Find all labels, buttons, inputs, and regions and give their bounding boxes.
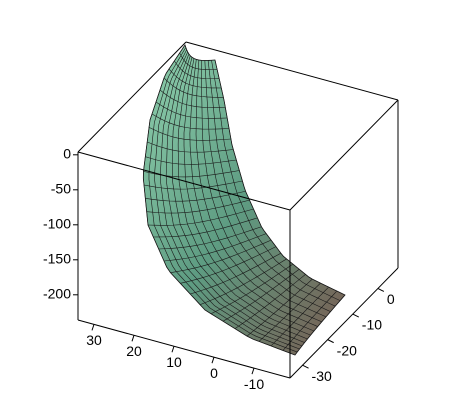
z-tick-label: -200	[43, 286, 71, 302]
mesh-line	[158, 226, 262, 250]
mesh-line	[184, 44, 216, 61]
mesh-line	[163, 233, 267, 262]
x-tick	[91, 324, 95, 331]
mesh-line	[147, 208, 254, 226]
box-edge	[289, 99, 399, 211]
x-tick	[171, 346, 175, 353]
mesh-line	[143, 180, 243, 190]
y-tick	[302, 364, 309, 369]
mesh-line	[145, 156, 237, 165]
y-tick-label: 0	[387, 291, 395, 307]
mesh-line	[151, 113, 230, 130]
mesh-line	[143, 170, 240, 178]
mesh-line	[174, 60, 220, 80]
mesh-line	[179, 52, 218, 70]
mesh-line	[234, 274, 306, 329]
mesh-line	[148, 127, 231, 141]
mesh-line	[180, 246, 277, 284]
x-tick-label: 10	[166, 354, 182, 370]
mesh-line	[199, 258, 287, 305]
box-edge	[289, 267, 399, 379]
y-tick	[377, 288, 385, 292]
x-tick	[251, 367, 255, 375]
mesh-line	[147, 141, 234, 153]
x-tick-label: 30	[86, 332, 102, 348]
y-tick	[327, 339, 334, 344]
y-tick	[352, 313, 360, 318]
mesh-line	[210, 263, 294, 315]
box-edge	[77, 41, 187, 153]
mesh-line	[282, 290, 338, 351]
box-edge	[77, 319, 291, 379]
x-tick-label: -10	[244, 376, 264, 392]
x-tick	[211, 357, 215, 364]
z-tick-label: -100	[43, 216, 71, 232]
y-tick-label: -20	[337, 342, 357, 358]
mesh-line	[294, 294, 346, 356]
mesh-line	[258, 282, 321, 342]
y-tick-label: -10	[362, 317, 382, 333]
box-edge	[77, 151, 291, 211]
surface	[142, 44, 346, 356]
mesh-line	[190, 252, 282, 295]
mesh-line	[222, 268, 300, 322]
z-tick-label: -150	[43, 251, 71, 267]
mesh-line	[159, 89, 226, 108]
mesh-line	[153, 217, 258, 238]
mesh-line	[145, 190, 246, 202]
mesh-line	[146, 199, 250, 214]
box-edge	[185, 41, 399, 101]
mesh-line	[170, 239, 272, 273]
z-tick-label: -50	[51, 181, 71, 197]
y-tick-label: -30	[312, 368, 332, 384]
mesh-line	[246, 278, 313, 337]
z-tick-label: 0	[63, 146, 71, 162]
mesh-line	[163, 77, 224, 98]
x-tick	[131, 335, 135, 342]
mesh-line	[168, 68, 222, 89]
mesh-line	[155, 101, 228, 119]
x-tick-label: 20	[126, 343, 142, 359]
mesh-line	[270, 286, 329, 347]
x-tick-label: 0	[210, 365, 218, 381]
